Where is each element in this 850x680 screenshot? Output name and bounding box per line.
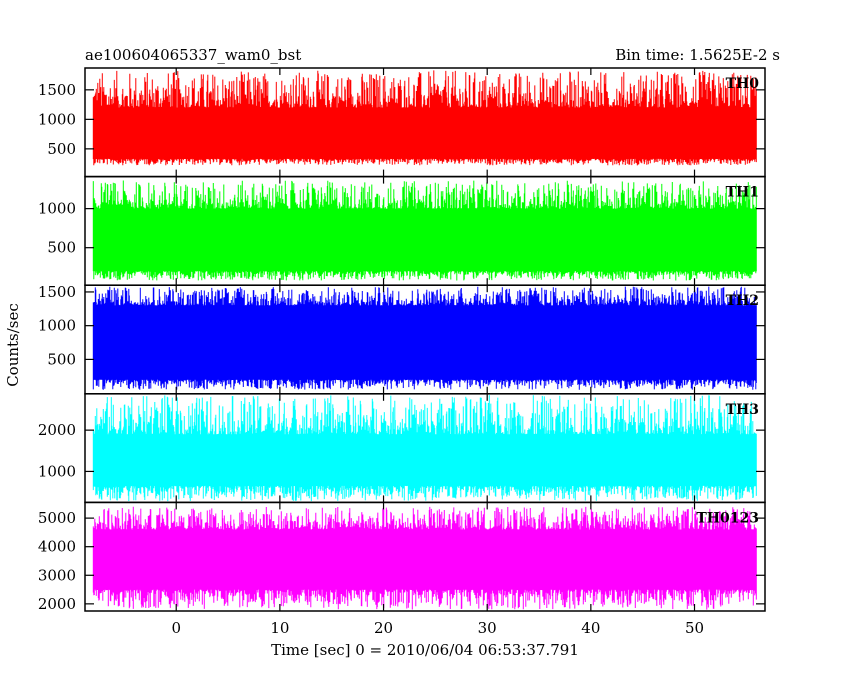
panel-label-th0: TH0 (726, 76, 760, 92)
x-tick-label-40: 40 (581, 619, 600, 637)
x-tick-label-20: 20 (374, 619, 393, 637)
x-tick-label-0: 0 (171, 619, 181, 637)
y-tick-label-th0123-2000: 2000 (38, 595, 76, 613)
y-tick-label-th3-1000: 1000 (38, 462, 76, 480)
chart-title-left: ae100604065337_wam0_bst (85, 46, 301, 64)
x-tick-label-50: 50 (685, 619, 704, 637)
y-tick-label-th0-1000: 1000 (38, 110, 76, 128)
panel-label-th3: TH3 (726, 402, 759, 418)
x-tick-label-10: 10 (270, 619, 289, 637)
y-tick-label-th3-2000: 2000 (38, 421, 76, 439)
y-tick-label-th1-500: 500 (47, 239, 76, 257)
series-trace-th0123 (92, 506, 757, 610)
panel-frame-th0123 (84, 501, 766, 612)
y-tick-label-th0-500: 500 (47, 140, 76, 158)
series-trace-th1 (92, 180, 757, 281)
x-axis-title: Time [sec] 0 = 2010/06/04 06:53:37.791 (271, 641, 579, 659)
panel-label-th1: TH1 (726, 185, 759, 201)
panel-label-th0123: TH0123 (696, 510, 759, 526)
y-tick-label-th0123-3000: 3000 (38, 566, 76, 584)
y-tick-label-th2-1500: 1500 (38, 283, 76, 301)
y-axis-title: Counts/sec (4, 303, 22, 387)
y-tick-label-th0123-5000: 5000 (38, 509, 76, 527)
y-tick-label-th1-1000: 1000 (38, 200, 76, 218)
x-tick-label-30: 30 (478, 619, 497, 637)
y-tick-label-th0123-4000: 4000 (38, 538, 76, 556)
chart-title-right: Bin time: 1.5625E-2 s (615, 46, 780, 64)
series-trace-th3 (92, 395, 757, 502)
series-trace-th2 (92, 286, 757, 390)
y-tick-label-th0-1500: 1500 (38, 81, 76, 99)
panel-label-th2: TH2 (726, 293, 759, 309)
y-tick-label-th2-1000: 1000 (38, 317, 76, 335)
y-tick-label-th2-500: 500 (47, 350, 76, 368)
series-trace-th0 (92, 70, 757, 166)
